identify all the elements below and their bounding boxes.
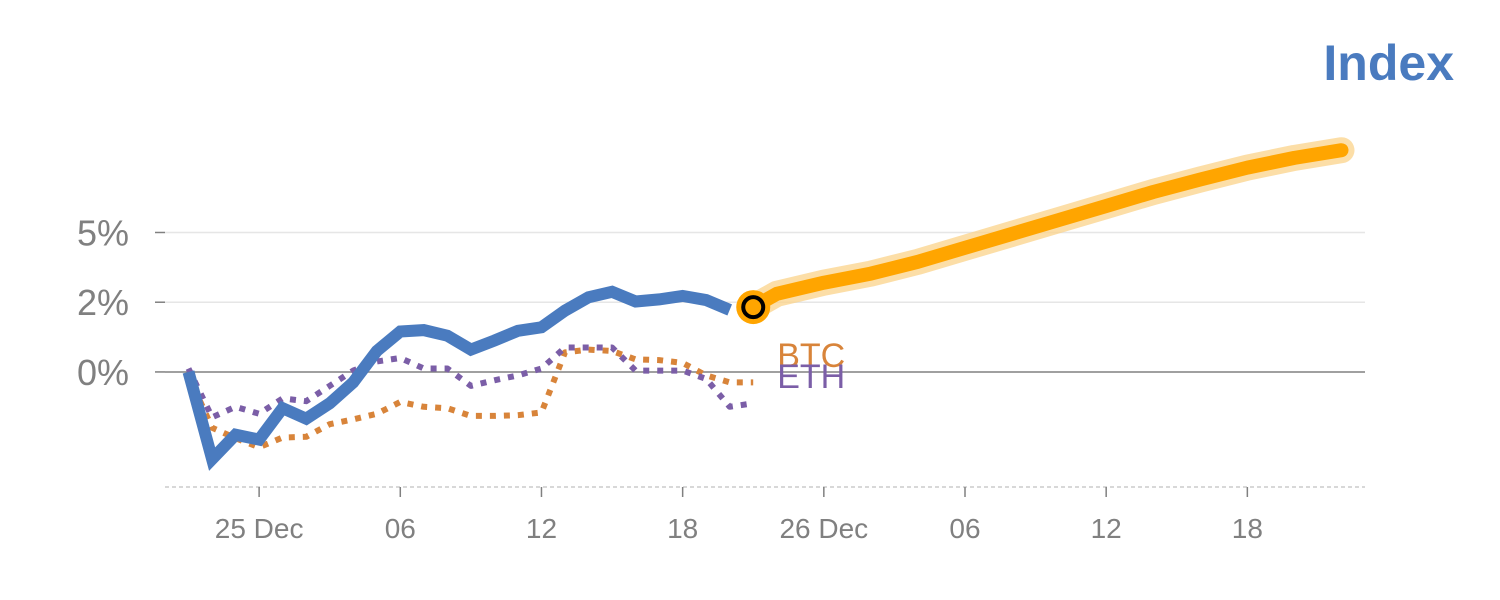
series-line-btc (185, 346, 754, 451)
series-label-eth: ETH (777, 358, 845, 396)
x-tick-label-6: 12 (1091, 513, 1122, 544)
marker-ring (736, 290, 771, 325)
marker-dot (741, 295, 766, 320)
current-marker (736, 290, 771, 325)
x-tick-label-0: 25 Dec (215, 513, 304, 544)
y-tick-label-1: 2% (77, 282, 129, 323)
y-tick-label-2: 5% (77, 212, 129, 253)
x-tick-label-3: 18 (667, 513, 698, 544)
x-tick-label-7: 18 (1232, 513, 1263, 544)
chart-title: Index (1323, 35, 1454, 91)
x-tick-label-5: 06 (949, 513, 980, 544)
x-tick-label-4: 26 Dec (779, 513, 868, 544)
x-tick-label-1: 06 (385, 513, 416, 544)
y-tick-label-0: 0% (77, 352, 129, 393)
axes: 0% 2% 5% 25 Dec 06 12 18 26 Dec 06 12 18 (77, 212, 1365, 544)
series-line-forecast (746, 143, 1349, 315)
series-label-btc: BTC (777, 337, 845, 375)
x-tick-label-2: 12 (526, 513, 557, 544)
series-line-eth (185, 344, 754, 421)
series-lines (182, 137, 1355, 471)
series-line-index (182, 285, 733, 471)
